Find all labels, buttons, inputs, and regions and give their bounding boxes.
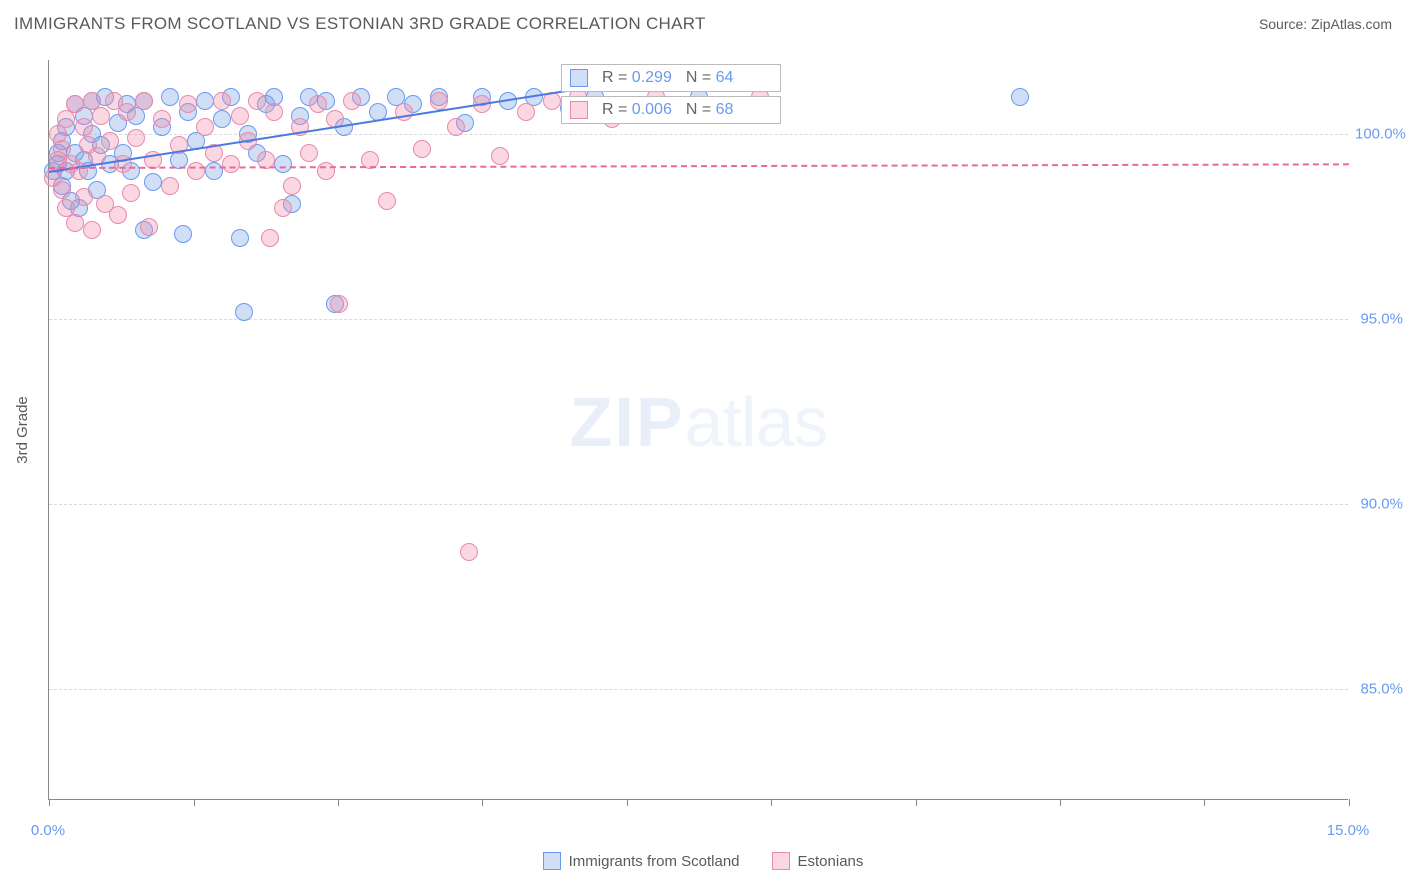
legend-item: Immigrants from Scotland [543,852,740,870]
scatter-point [413,140,431,158]
scatter-point [53,181,71,199]
scatter-point [118,103,136,121]
scatter-point [261,229,279,247]
scatter-point [161,88,179,106]
scatter-point [317,162,335,180]
y-axis-label: 3rd Grade [14,396,31,464]
x-tick [338,799,339,806]
scatter-point [66,214,84,232]
gridline-h [49,504,1348,505]
gridline-h [49,689,1348,690]
scatter-point [92,107,110,125]
scatter-point [265,103,283,121]
scatter-point [460,543,478,561]
scatter-point [135,92,153,110]
x-tick [194,799,195,806]
stat-n: N = 68 [686,101,734,119]
scatter-point [213,110,231,128]
scatter-point [343,92,361,110]
scatter-point [161,177,179,195]
y-tick-label: 100.0% [1355,126,1403,143]
scatter-point [83,221,101,239]
scatter-point [222,155,240,173]
chart-header: IMMIGRANTS FROM SCOTLAND VS ESTONIAN 3RD… [0,0,1406,48]
scatter-point [66,95,84,113]
scatter-point [274,155,292,173]
scatter-point [187,162,205,180]
scatter-point [109,206,127,224]
scatter-point [300,144,318,162]
scatter-point [205,162,223,180]
scatter-point [517,103,535,121]
scatter-point [430,92,448,110]
scatter-point [213,92,231,110]
scatter-point [231,229,249,247]
chart-source: Source: ZipAtlas.com [1259,16,1392,32]
scatter-point [274,199,292,217]
x-tick [482,799,483,806]
x-tick [1204,799,1205,806]
legend-label: Immigrants from Scotland [569,853,740,870]
scatter-point [127,129,145,147]
legend-swatch [570,101,588,119]
plot-area: ZIPatlas 85.0%90.0%95.0%100.0%R = 0.299N… [48,60,1348,800]
scatter-point [144,173,162,191]
scatter-point [75,188,93,206]
stats-box: R = 0.006 N = 68 [561,96,781,124]
scatter-point [447,118,465,136]
scatter-point [248,92,266,110]
chart-title: IMMIGRANTS FROM SCOTLAND VS ESTONIAN 3RD… [14,14,706,34]
scatter-point [114,155,132,173]
x-tick [627,799,628,806]
scatter-point [174,225,192,243]
scatter-point [309,95,327,113]
scatter-point [1011,88,1029,106]
scatter-point [101,132,119,150]
scatter-point [122,184,140,202]
stat-r: R = 0.006 [602,101,672,119]
x-tick [771,799,772,806]
watermark: ZIPatlas [570,382,828,462]
y-tick-label: 90.0% [1355,496,1403,513]
stat-n: N = 64 [686,69,734,87]
scatter-point [283,177,301,195]
scatter-point [196,118,214,136]
scatter-point [231,107,249,125]
x-tick [1060,799,1061,806]
scatter-point [235,303,253,321]
legend-swatch [772,852,790,870]
x-tick-label: 0.0% [31,822,65,839]
legend-item: Estonians [772,852,864,870]
legend-swatch [570,69,588,87]
scatter-point [330,295,348,313]
legend: Immigrants from Scotland Estonians [0,852,1406,870]
x-tick [49,799,50,806]
x-tick-label: 15.0% [1327,822,1370,839]
x-tick [916,799,917,806]
legend-label: Estonians [798,853,864,870]
legend-swatch [543,852,561,870]
y-tick-label: 85.0% [1355,681,1403,698]
scatter-point [140,218,158,236]
stat-r: R = 0.299 [602,69,672,87]
scatter-point [196,92,214,110]
y-tick-label: 95.0% [1355,311,1403,328]
x-tick [1349,799,1350,806]
scatter-point [491,147,509,165]
scatter-point [153,110,171,128]
stats-box: R = 0.299 N = 64 [561,64,781,92]
scatter-point [179,95,197,113]
scatter-point [378,192,396,210]
scatter-point [75,118,93,136]
trend-line [49,164,1349,170]
